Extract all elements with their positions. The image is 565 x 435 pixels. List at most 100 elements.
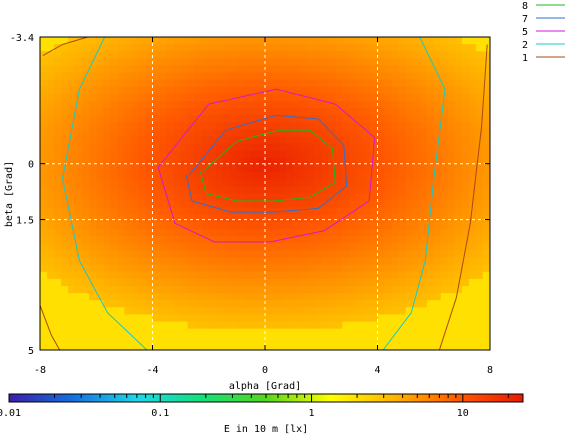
heatmap-cell bbox=[75, 307, 83, 316]
heatmap-cell bbox=[96, 79, 104, 88]
heatmap-cell bbox=[314, 243, 322, 252]
heatmap-cell bbox=[272, 250, 280, 259]
heatmap-cell bbox=[61, 314, 69, 323]
heatmap-cell bbox=[265, 122, 273, 131]
heatmap-cell bbox=[54, 300, 62, 308]
heatmap-cell bbox=[159, 293, 168, 301]
heatmap-cell bbox=[321, 285, 329, 294]
heatmap-cell bbox=[468, 86, 477, 95]
heatmap-cell bbox=[377, 207, 386, 216]
heatmap-cell bbox=[314, 165, 322, 173]
heatmap-cell bbox=[215, 72, 224, 81]
heatmap-cell bbox=[314, 264, 322, 273]
heatmap-cell bbox=[328, 285, 336, 294]
contour-line-1 bbox=[42, 37, 88, 57]
heatmap-cell bbox=[166, 51, 175, 59]
heatmap-cell bbox=[384, 86, 393, 95]
heatmap-cell bbox=[349, 250, 358, 259]
heatmap-cell bbox=[166, 157, 175, 166]
heatmap-cell bbox=[257, 293, 266, 301]
heatmap-cell bbox=[40, 86, 48, 95]
heatmap-cell bbox=[454, 207, 463, 216]
heatmap-cell bbox=[391, 93, 400, 102]
heatmap-cell bbox=[96, 44, 104, 52]
heatmap-cell bbox=[131, 250, 140, 259]
y-tick-label: 5 bbox=[28, 346, 34, 357]
heatmap-cell bbox=[384, 207, 393, 216]
heatmap-cell bbox=[152, 101, 161, 109]
heatmap-cell bbox=[461, 257, 470, 266]
heatmap-cell bbox=[433, 108, 442, 116]
heatmap-cell bbox=[152, 86, 161, 95]
heatmap-cell bbox=[117, 293, 125, 301]
heatmap-cell bbox=[131, 214, 140, 223]
heatmap-cell bbox=[187, 257, 196, 266]
heatmap-cell bbox=[145, 257, 154, 266]
heatmap-cell bbox=[159, 65, 168, 74]
heatmap-cell bbox=[265, 79, 273, 88]
heatmap-cell bbox=[110, 108, 118, 116]
heatmap-cell bbox=[286, 250, 294, 259]
heatmap-cell bbox=[250, 165, 259, 173]
heatmap-cell bbox=[391, 193, 400, 202]
heatmap-cell bbox=[461, 200, 470, 209]
heatmap-cell bbox=[405, 229, 414, 237]
contour-line-1 bbox=[438, 44, 488, 350]
heatmap-cell bbox=[208, 243, 217, 252]
heatmap-cell bbox=[461, 93, 470, 102]
heatmap-cell bbox=[314, 321, 322, 330]
heatmap-cell bbox=[194, 321, 203, 330]
heatmap-cell bbox=[328, 307, 336, 316]
heatmap-cell bbox=[152, 328, 161, 337]
heatmap-cell bbox=[454, 58, 463, 67]
heatmap-cell bbox=[461, 328, 470, 337]
heatmap-cell bbox=[201, 207, 210, 216]
heatmap-cell bbox=[145, 314, 154, 323]
heatmap-cell bbox=[286, 214, 294, 223]
heatmap-cell bbox=[82, 214, 90, 223]
heatmap-cell bbox=[447, 264, 456, 273]
heatmap-cell bbox=[166, 58, 175, 67]
heatmap-cell bbox=[433, 200, 442, 209]
heatmap-cell bbox=[166, 200, 175, 209]
heatmap-cell bbox=[356, 229, 365, 237]
heatmap-cell bbox=[461, 101, 470, 109]
heatmap-cell bbox=[342, 342, 350, 350]
heatmap-cell bbox=[454, 321, 463, 330]
heatmap-cell bbox=[342, 51, 350, 59]
heatmap-cell bbox=[159, 193, 168, 202]
heatmap-cell bbox=[300, 115, 308, 123]
heatmap-cell bbox=[222, 257, 231, 266]
heatmap-cell bbox=[433, 264, 442, 273]
heatmap-cell bbox=[307, 136, 315, 145]
heatmap-cell bbox=[89, 136, 97, 145]
heatmap-cell bbox=[40, 243, 48, 252]
heatmap-cell bbox=[440, 108, 449, 116]
heatmap-cell bbox=[208, 271, 217, 280]
heatmap-cell bbox=[356, 264, 365, 273]
heatmap-cell bbox=[335, 236, 343, 244]
heatmap-cell bbox=[468, 300, 477, 308]
heatmap-cell bbox=[173, 214, 182, 223]
heatmap-cell bbox=[349, 51, 358, 59]
heatmap-cell bbox=[236, 79, 245, 88]
heatmap-cell bbox=[131, 129, 140, 138]
heatmap-cell bbox=[243, 179, 252, 187]
heatmap-cell bbox=[314, 150, 322, 159]
heatmap-cell bbox=[152, 172, 161, 180]
heatmap-cell bbox=[208, 257, 217, 266]
heatmap-cell bbox=[194, 193, 203, 202]
heatmap-cell bbox=[440, 257, 449, 266]
heatmap-cell bbox=[363, 221, 372, 230]
heatmap-cell bbox=[103, 278, 111, 287]
heatmap-cell bbox=[82, 300, 90, 308]
heatmap-cell bbox=[447, 129, 456, 138]
heatmap-cell bbox=[201, 58, 210, 67]
heatmap-cell bbox=[96, 200, 104, 209]
heatmap-cell bbox=[124, 143, 133, 152]
heatmap-cell bbox=[265, 328, 273, 337]
heatmap-cell bbox=[215, 214, 224, 223]
heatmap-cell bbox=[187, 179, 196, 187]
heatmap-cell bbox=[419, 93, 428, 102]
heatmap-cell bbox=[328, 214, 336, 223]
